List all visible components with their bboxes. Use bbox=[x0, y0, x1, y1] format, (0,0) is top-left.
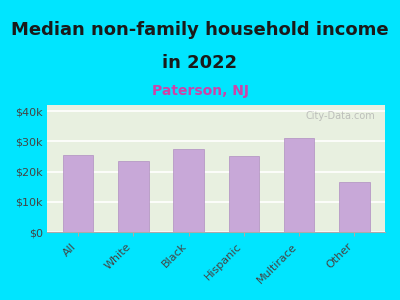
Bar bbox=[118, 161, 148, 232]
Text: in 2022: in 2022 bbox=[162, 54, 238, 72]
Bar bbox=[173, 149, 204, 232]
Bar bbox=[284, 138, 314, 232]
Text: City-Data.com: City-Data.com bbox=[305, 111, 375, 122]
Bar bbox=[229, 157, 259, 232]
Bar bbox=[339, 182, 370, 232]
Text: Paterson, NJ: Paterson, NJ bbox=[152, 84, 248, 98]
Text: Median non-family household income: Median non-family household income bbox=[11, 21, 389, 39]
Bar bbox=[63, 155, 93, 232]
